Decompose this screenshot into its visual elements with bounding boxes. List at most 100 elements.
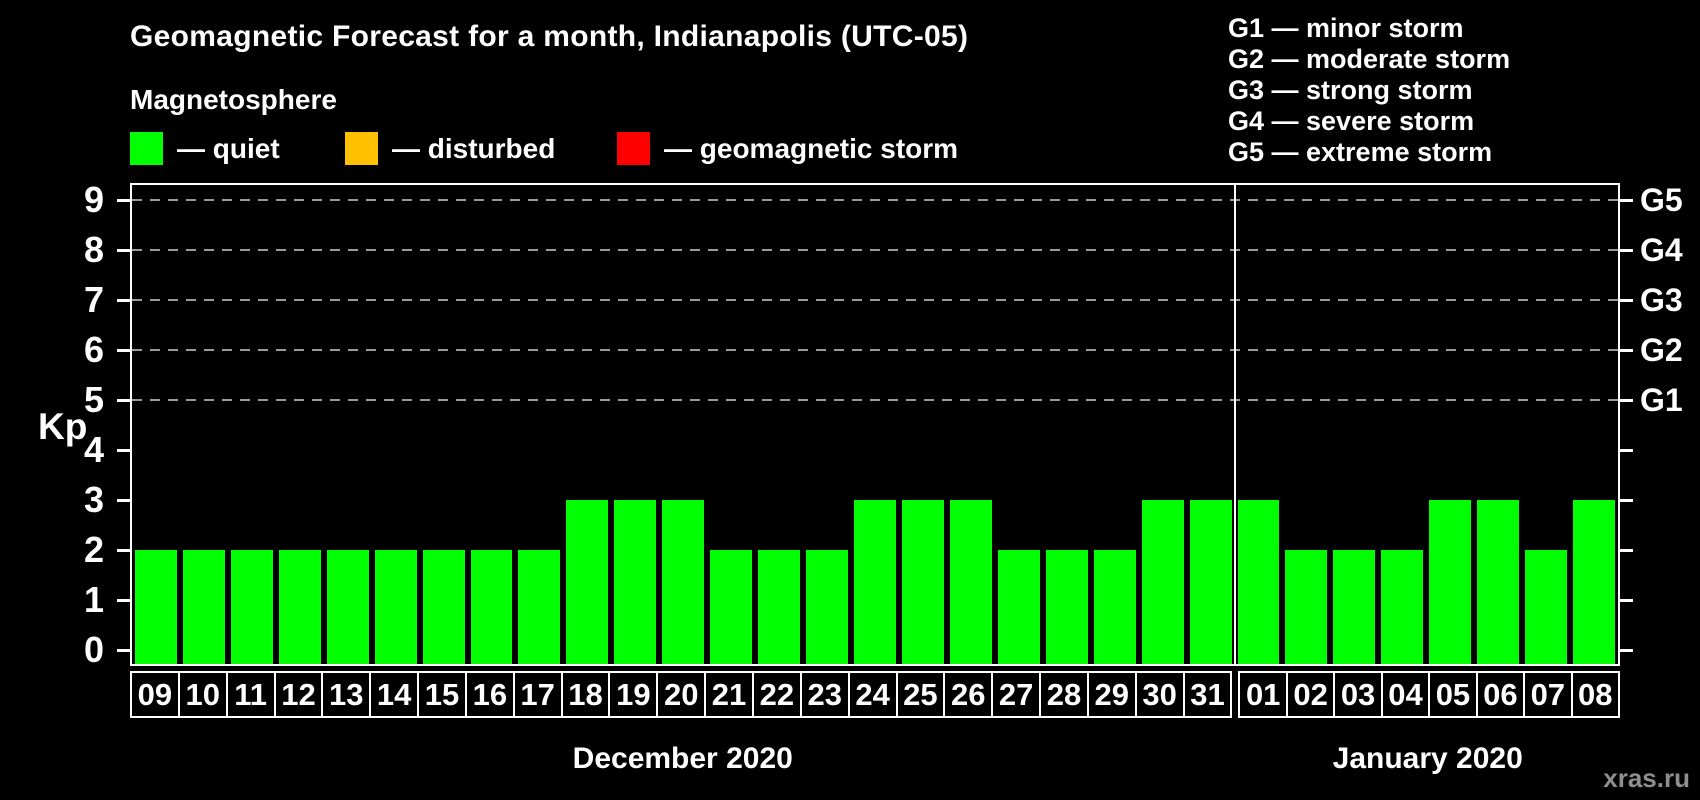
day-cell: 03 (1333, 673, 1380, 716)
gridline-kp-9 (132, 199, 1618, 201)
kp-bar (278, 550, 321, 664)
y-axis-title: Kp (38, 406, 88, 447)
day-cell: 23 (799, 673, 848, 716)
day-cell: 28 (1039, 673, 1087, 716)
kp-bar (949, 500, 992, 664)
day-cell: 14 (369, 673, 417, 716)
kp-bar (566, 500, 609, 664)
kp-bar (470, 550, 513, 664)
day-cell: 13 (321, 673, 369, 716)
kp-bar (1045, 550, 1088, 664)
chart-subtitle: Magnetosphere (130, 84, 337, 115)
gridline-kp-7 (132, 299, 1618, 301)
kp-bar (1381, 550, 1424, 664)
g-scale-label: G4 (1640, 232, 1683, 268)
kp-bar (422, 550, 465, 664)
y-axis-tick-left (117, 549, 130, 552)
kp-bar (374, 550, 417, 664)
y-axis-label: 9 (83, 179, 104, 220)
y-axis-tick-right (1620, 299, 1633, 302)
storm-color-swatch (617, 132, 650, 165)
g-scale-label: G1 (1640, 382, 1683, 418)
kp-bar (1189, 500, 1232, 664)
day-label-row: 01 02 03 04 05 06 07 08 (1238, 671, 1620, 718)
day-cell: 18 (560, 673, 609, 716)
quiet-color-swatch (130, 132, 163, 165)
y-axis-tick-right (1620, 649, 1633, 652)
kp-bar (1237, 500, 1280, 664)
kp-bar (518, 550, 561, 664)
y-axis-label: 0 (83, 629, 104, 670)
kp-bar (1333, 550, 1376, 664)
y-axis-label: 2 (83, 529, 104, 570)
day-cell: 27 (991, 673, 1039, 716)
kp-bar (1285, 550, 1328, 664)
watermark: xras.ru (1603, 763, 1690, 793)
gridline-kp-8 (132, 249, 1618, 251)
day-cell: 21 (704, 673, 752, 716)
day-cell: 22 (751, 673, 800, 716)
y-axis-tick-left (117, 199, 130, 202)
kp-bar (614, 500, 657, 664)
storm-scale-item: G2 — moderate storm (1228, 44, 1511, 74)
y-axis-label: 3 (83, 479, 104, 520)
legend-label-quiet: — quiet (177, 132, 280, 164)
kp-bar (758, 550, 801, 664)
y-axis-label: 8 (83, 229, 104, 270)
day-cell: 24 (847, 673, 896, 716)
g-scale-label: G5 (1640, 182, 1683, 218)
y-axis-tick-left (117, 449, 130, 452)
y-axis-tick-right (1620, 399, 1633, 402)
day-cell: 17 (512, 673, 561, 716)
storm-scale-item: G3 — strong storm (1228, 75, 1473, 105)
gridline-kp-5 (132, 399, 1618, 401)
legend-label-storm: — geomagnetic storm (664, 132, 959, 164)
y-axis-tick-left (117, 499, 130, 502)
kp-bar (901, 500, 944, 664)
y-axis-tick-right (1620, 249, 1633, 252)
month-label: December 2020 (572, 742, 793, 775)
y-axis-tick-right (1620, 199, 1633, 202)
day-label-row: 09 10 11 12 13 14 15 16 17 18 19 20 21 22 23 24 25 26 27 28… (130, 671, 1233, 718)
day-cell: 09 (137, 676, 173, 712)
month-label: January 2020 (1332, 742, 1523, 775)
day-cell: 25 (895, 673, 944, 716)
y-axis-label: 1 (83, 579, 104, 620)
day-cell: 26 (943, 673, 991, 716)
legend-item-disturbed: — disturbed (345, 132, 555, 165)
storm-scale-legend: G1 — minor storm G2 — moderate storm G3 — … (1228, 13, 1510, 168)
kp-bar (662, 500, 705, 664)
day-cell: 20 (656, 673, 704, 716)
day-cell: 01 (1245, 676, 1281, 712)
disturbed-color-swatch (345, 132, 378, 165)
day-cell: 30 (1134, 673, 1183, 716)
month-separator-line (1233, 185, 1236, 664)
day-cell: 16 (464, 673, 513, 716)
kp-bar (997, 550, 1040, 664)
legend-item-storm: — geomagnetic storm (617, 132, 958, 165)
chart-title: Geomagnetic Forecast for a month, Indian… (130, 20, 969, 53)
y-axis-tick-left (117, 299, 130, 302)
y-axis-tick-left (117, 649, 130, 652)
kp-bar (182, 550, 225, 664)
day-cell: 19 (608, 673, 656, 716)
day-cell: 06 (1475, 673, 1523, 716)
day-cell: 08 (1570, 673, 1618, 716)
y-axis-tick-right (1620, 549, 1633, 552)
kp-bar (1525, 550, 1568, 664)
y-axis-tick-left (117, 349, 130, 352)
kp-bar (230, 550, 273, 664)
storm-scale-item: G1 — minor storm (1228, 13, 1464, 43)
y-axis-tick-right (1620, 349, 1633, 352)
kp-bar (135, 550, 177, 664)
day-cell: 04 (1380, 673, 1428, 716)
kp-bar (1141, 500, 1184, 664)
day-cell: 15 (417, 673, 465, 716)
y-axis-tick-left (117, 249, 130, 252)
y-axis-tick-right (1620, 499, 1633, 502)
g-scale-label: G2 (1640, 332, 1683, 368)
y-axis-tick-right (1620, 599, 1633, 602)
kp-bar (326, 550, 369, 664)
y-axis-label: 7 (83, 279, 104, 320)
